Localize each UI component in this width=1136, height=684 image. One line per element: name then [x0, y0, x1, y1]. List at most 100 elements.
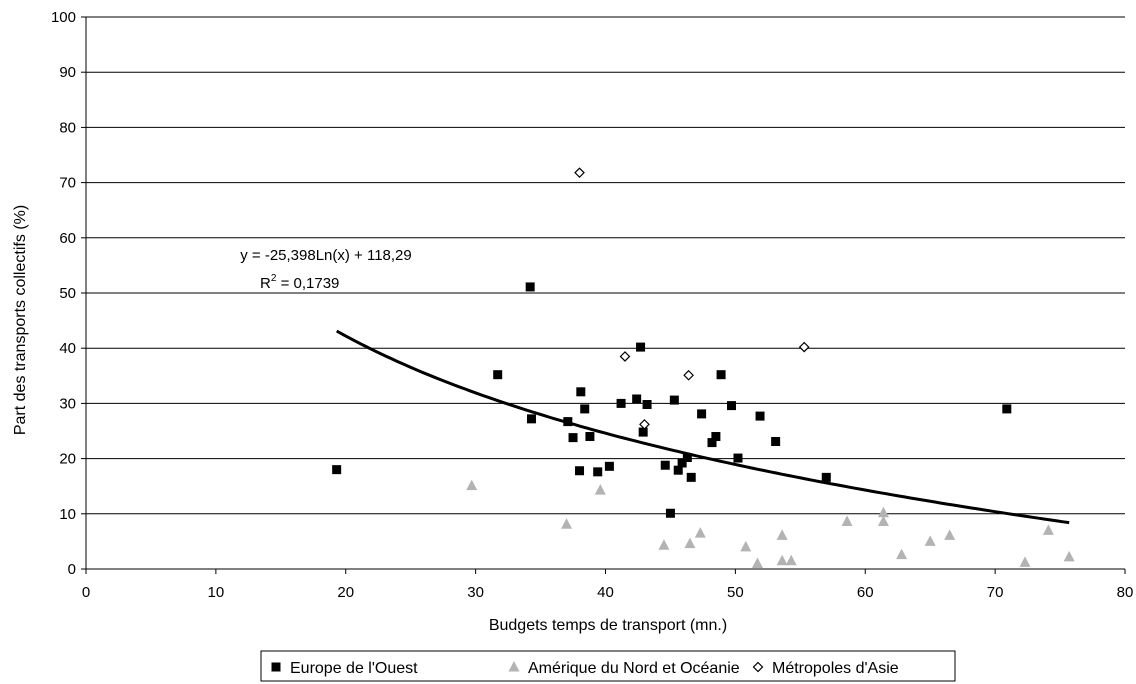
r2-superscript: 2: [271, 273, 277, 284]
data-point: [776, 554, 788, 566]
data-point: [632, 394, 642, 404]
data-point: [585, 432, 595, 442]
data-point: [755, 411, 765, 421]
data-point: [896, 548, 908, 560]
data-point: [740, 540, 752, 552]
legend-marker: [752, 661, 764, 673]
data-point: [561, 518, 573, 529]
y-tick-label: 50: [59, 285, 76, 302]
data-point: [466, 479, 478, 491]
data-point: [1042, 524, 1054, 535]
data-point: [682, 452, 692, 462]
data-point: [563, 417, 573, 427]
trendline-group: [335, 329, 1070, 525]
y-axis-label: Part des transports collectifs (%): [12, 205, 29, 435]
data-point: [785, 554, 797, 566]
data-point: [677, 458, 687, 468]
y-tick-label: 0: [68, 561, 76, 578]
data-point: [658, 539, 670, 550]
data-point: [575, 466, 585, 476]
x-tick-label: 70: [987, 584, 1004, 601]
x-tick-label: 20: [337, 584, 354, 601]
data-point: [642, 400, 652, 410]
legend-marker: [271, 662, 281, 672]
x-tick-label: 80: [1117, 584, 1134, 601]
x-tick-label: 60: [857, 584, 874, 601]
x-tick-label: 10: [208, 584, 225, 601]
data-point: [636, 342, 646, 352]
y-tick-labels: 0 10 20 30 40 50 60 70 80 90 100: [51, 9, 76, 578]
y-tick-label: 40: [59, 340, 76, 357]
data-point: [594, 484, 606, 495]
data-point: [669, 395, 679, 405]
data-point: [877, 506, 889, 518]
trendline-equation: y = -25,398Ln(x) + 118,29: [240, 247, 412, 264]
data-point: [751, 557, 763, 568]
data-point: [771, 436, 781, 446]
data-point: [944, 529, 956, 540]
data-point: [707, 438, 717, 448]
data-point: [683, 369, 694, 381]
y-tick-label: 100: [51, 9, 76, 26]
legend-label: Europe de l'Ouest: [290, 660, 418, 677]
data-point: [686, 472, 696, 482]
trendline: [335, 329, 1070, 525]
x-tick-labels: 0 10 20 30 40 50 60 70 80: [82, 584, 1134, 601]
series-triangle: [466, 479, 1075, 568]
y-tick-label: 30: [59, 395, 76, 412]
y-tick-label: 60: [59, 230, 76, 247]
data-point: [568, 433, 578, 443]
data-point: [525, 282, 535, 292]
data-point: [841, 515, 853, 527]
data-point: [576, 387, 586, 397]
legend: Europe de l'Ouest Amérique du Nord et Océ…: [260, 650, 956, 682]
legend-label: Métropoles d'Asie: [772, 660, 899, 677]
data-point: [821, 472, 831, 482]
data-point: [1063, 550, 1075, 562]
data-point: [580, 404, 590, 414]
x-tick-label: 0: [82, 584, 90, 601]
data-point: [697, 409, 707, 419]
y-tick-label: 80: [59, 119, 76, 136]
data-point: [639, 419, 650, 430]
series-diamond: [574, 167, 810, 430]
y-tick-label: 90: [59, 64, 76, 81]
data-point: [593, 467, 603, 477]
data-point: [776, 529, 788, 540]
y-tick-label: 10: [59, 506, 76, 523]
legend-marker: [508, 661, 520, 672]
axes: [81, 16, 1126, 574]
data-point: [332, 465, 342, 475]
data-point: [660, 460, 670, 470]
y-tick-label: 70: [59, 175, 76, 192]
data-point: [798, 341, 810, 353]
data-point: [726, 401, 736, 411]
gridlines: [86, 16, 1125, 515]
data-point: [526, 414, 536, 424]
legend-box: [260, 650, 956, 682]
trendline-r2: R2 = 0,1739: [260, 273, 339, 292]
data-point: [716, 370, 726, 380]
data-point: [694, 527, 706, 538]
data-point: [1019, 556, 1031, 567]
data-point: [619, 351, 631, 362]
legend-label: Amérique du Nord et Océanie: [528, 660, 740, 677]
data-point: [924, 535, 936, 546]
data-points: [332, 167, 1075, 568]
data-point: [684, 537, 696, 549]
data-point: [877, 515, 889, 527]
data-point: [673, 465, 683, 475]
x-axis-label: Budgets temps de transport (mn.): [489, 617, 727, 634]
series-square: [332, 282, 1012, 518]
x-tick-label: 40: [597, 584, 614, 601]
x-tick-label: 30: [467, 584, 484, 601]
data-point: [638, 427, 648, 437]
data-point: [733, 453, 743, 463]
x-tick-label: 50: [727, 584, 744, 601]
data-point: [665, 508, 675, 518]
data-point: [616, 398, 626, 408]
data-point: [493, 370, 503, 380]
data-point: [604, 461, 614, 471]
data-point: [711, 432, 721, 442]
